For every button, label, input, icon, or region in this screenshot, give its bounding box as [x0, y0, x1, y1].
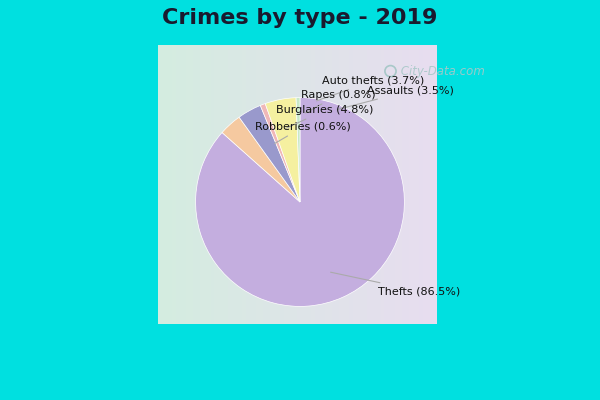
Wedge shape: [196, 98, 404, 306]
Text: Rapes (0.8%): Rapes (0.8%): [301, 90, 376, 113]
Text: Robberies (0.6%): Robberies (0.6%): [256, 122, 351, 144]
Text: Auto thefts (3.7%): Auto thefts (3.7%): [317, 76, 425, 101]
Text: City-Data.com: City-Data.com: [397, 65, 485, 78]
Wedge shape: [265, 98, 300, 202]
Wedge shape: [296, 98, 300, 202]
Wedge shape: [260, 104, 300, 202]
Text: Assaults (3.5%): Assaults (3.5%): [337, 86, 454, 110]
Text: Crimes by type - 2019: Crimes by type - 2019: [163, 8, 437, 28]
Wedge shape: [222, 117, 300, 202]
Text: Thefts (86.5%): Thefts (86.5%): [331, 272, 460, 296]
Wedge shape: [239, 106, 300, 202]
Text: Burglaries (4.8%): Burglaries (4.8%): [277, 105, 374, 128]
